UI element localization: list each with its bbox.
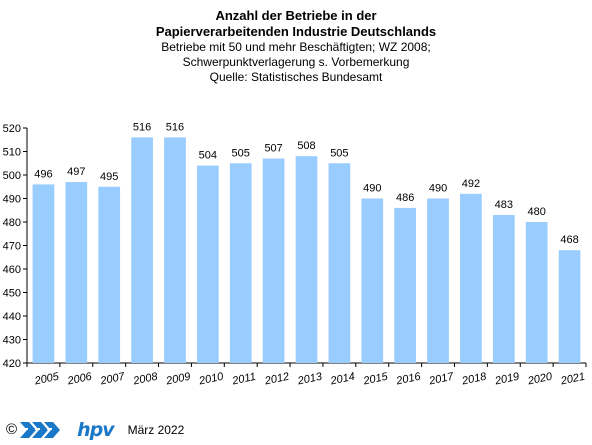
x-tick-label-2006: 2006 <box>65 370 93 387</box>
x-tick-label-2014: 2014 <box>329 371 356 388</box>
bar-2006 <box>65 182 88 363</box>
bar-2016 <box>394 207 416 363</box>
data-label-2007: 495 <box>100 171 118 183</box>
bars <box>32 137 581 363</box>
data-label-2009: 516 <box>166 121 184 133</box>
chart-title-line-2: Papierverarbeitenden Industrie Deutschla… <box>155 24 437 39</box>
data-label-2015: 490 <box>363 183 381 195</box>
data-label-2012: 507 <box>264 143 282 155</box>
data-label-2019: 483 <box>495 199 513 211</box>
date-stamp: März 2022 <box>127 423 185 437</box>
bar-2010 <box>197 165 219 363</box>
data-label-2006: 497 <box>67 166 85 178</box>
bar-2019 <box>492 214 515 363</box>
x-tick-label-2011: 2011 <box>230 371 257 388</box>
y-tick-label: 420 <box>3 358 21 370</box>
logo-arrows-icon <box>20 420 72 440</box>
x-tick-label-2015: 2015 <box>361 370 389 387</box>
x-tick-label-2017: 2017 <box>427 370 455 387</box>
y-tick-label: 490 <box>3 194 21 206</box>
bar-2005 <box>32 184 55 363</box>
x-tick-label-2009: 2009 <box>164 371 191 388</box>
bar-2007 <box>98 186 121 363</box>
data-label-2016: 486 <box>396 192 414 204</box>
chart-subtitle-line-1: Betriebe mit 50 und mehr Beschäftigten; … <box>161 40 431 54</box>
x-tick-label-2013: 2013 <box>296 370 324 387</box>
bar-2014 <box>328 163 351 363</box>
y-tick-label: 450 <box>3 288 21 300</box>
y-tick-label: 480 <box>3 217 21 229</box>
x-tick-label-2020: 2020 <box>526 370 554 387</box>
y-tick-label: 460 <box>3 264 21 276</box>
data-label-2008: 516 <box>133 121 151 133</box>
bar-2009 <box>164 137 186 363</box>
y-tick-label: 500 <box>3 170 21 182</box>
bar-2021 <box>558 250 581 363</box>
x-tick-label-2007: 2007 <box>98 370 126 387</box>
data-labels: 496 497 495 516 516 504 505 507 508 505 490 486 490 4… <box>34 121 578 246</box>
footer: © hpv März 2022 <box>6 418 184 442</box>
x-tick-label-2008: 2008 <box>131 370 159 387</box>
data-label-2018: 492 <box>462 178 480 190</box>
bar-2020 <box>525 222 548 363</box>
x-tick-label-2010: 2010 <box>197 370 225 387</box>
hpv-logo-text: hpv <box>77 419 115 441</box>
bar-2013 <box>295 156 318 363</box>
data-label-2013: 508 <box>297 140 315 152</box>
data-label-2020: 480 <box>527 206 545 218</box>
y-tick-label: 440 <box>3 311 21 323</box>
bar-2012 <box>262 158 285 363</box>
data-label-2017: 490 <box>429 183 447 195</box>
x-tick-label-2021: 2021 <box>559 371 586 388</box>
copyright-symbol: © <box>6 421 18 438</box>
bar-2011 <box>229 163 252 363</box>
chart-header: Anzahl der Betriebe in der Papierverarbe… <box>0 8 592 85</box>
x-tick-label-2012: 2012 <box>263 371 290 388</box>
chart-subtitle-line-2: Schwerpunktverlagerung s. Vorbemerkung <box>182 55 410 69</box>
y-tick-label: 520 <box>3 123 21 135</box>
y-tick-label: 510 <box>3 147 21 159</box>
x-tick-label-2016: 2016 <box>394 370 422 387</box>
data-label-2005: 496 <box>34 168 52 180</box>
y-tick-label: 430 <box>3 335 21 347</box>
data-label-2014: 505 <box>330 147 348 159</box>
data-label-2011: 505 <box>232 147 250 159</box>
x-tick-label-2018: 2018 <box>460 370 488 387</box>
bar-2017 <box>427 198 449 363</box>
chart-subtitle-line-3: Quelle: Statistisches Bundesamt <box>209 70 383 84</box>
y-tick-label: 470 <box>3 241 21 253</box>
bar-2015 <box>361 198 384 363</box>
bar-2008 <box>131 137 153 363</box>
bar-2018 <box>460 193 482 363</box>
x-tick-label-2005: 2005 <box>33 370 61 387</box>
data-label-2010: 504 <box>199 150 217 162</box>
chart-title-line-1: Anzahl der Betriebe in der <box>215 8 377 23</box>
x-tick-label-2019: 2019 <box>493 371 520 388</box>
data-label-2021: 468 <box>560 234 578 246</box>
